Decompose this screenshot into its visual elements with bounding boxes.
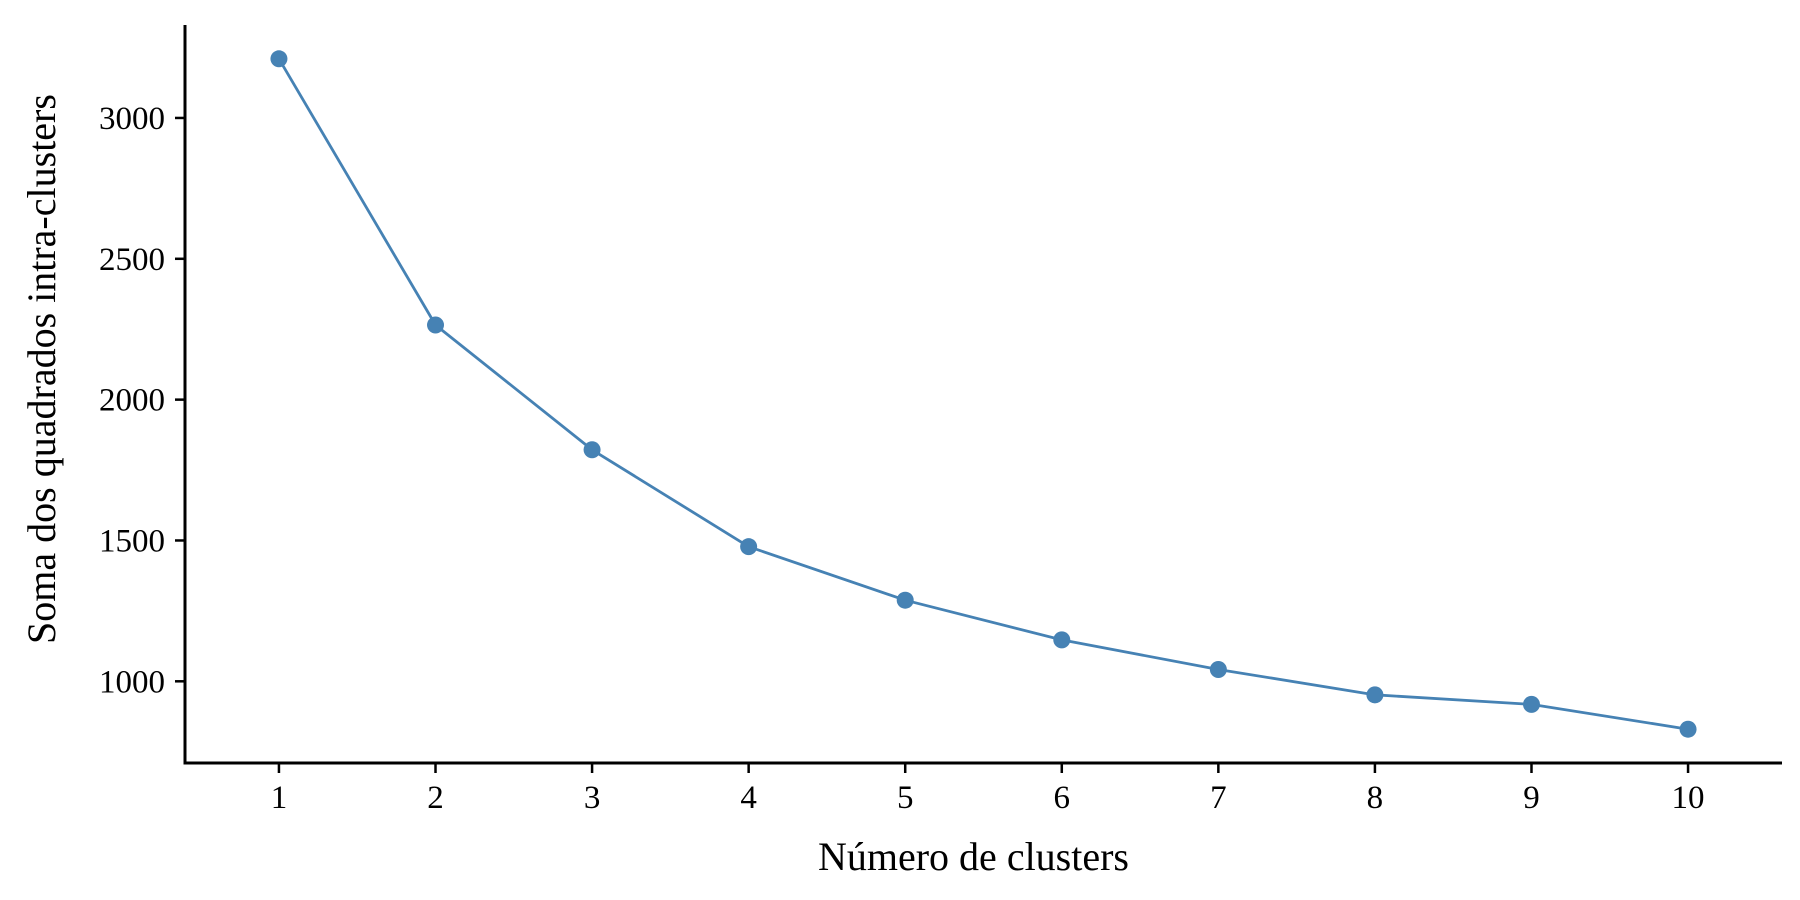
x-axis-title: Número de clusters [818,834,1129,879]
data-point-7 [1209,660,1227,678]
series-line [277,58,1689,731]
x-tick-label: 9 [1523,780,1540,816]
x-tick-label: 1 [271,780,288,816]
x-tick-label: 2 [427,780,444,816]
x-tick-label: 6 [1054,780,1071,816]
x-tick-label: 10 [1672,780,1705,816]
y-axis-title: Soma dos quadrados intra-clusters [19,94,64,644]
data-point-4 [740,538,758,556]
y-ticks: 1000 1500 2000 2500 3000 [99,101,185,700]
data-point-3 [583,441,601,459]
data-point-10 [1679,720,1697,738]
x-tick-label: 8 [1367,780,1384,816]
y-tick-label: 3000 [99,101,165,137]
y-tick-label: 2500 [99,242,165,278]
y-tick-label: 2000 [99,383,165,419]
y-tick-label: 1000 [99,664,165,700]
x-ticks: 1 2 3 4 5 6 7 8 9 10 [271,763,1705,816]
x-tick-label: 7 [1210,780,1227,816]
x-tick-label: 3 [584,780,601,816]
x-tick-label: 4 [740,780,757,816]
data-point-2 [427,316,445,334]
series-layer [270,50,1697,738]
data-point-1 [270,50,288,68]
data-point-5 [896,591,914,609]
data-point-8 [1366,686,1384,704]
x-tick-label: 5 [897,780,914,816]
data-point-6 [1053,631,1071,649]
y-tick-label: 1500 [99,523,165,559]
axes [183,25,1782,765]
data-point-9 [1522,695,1540,713]
